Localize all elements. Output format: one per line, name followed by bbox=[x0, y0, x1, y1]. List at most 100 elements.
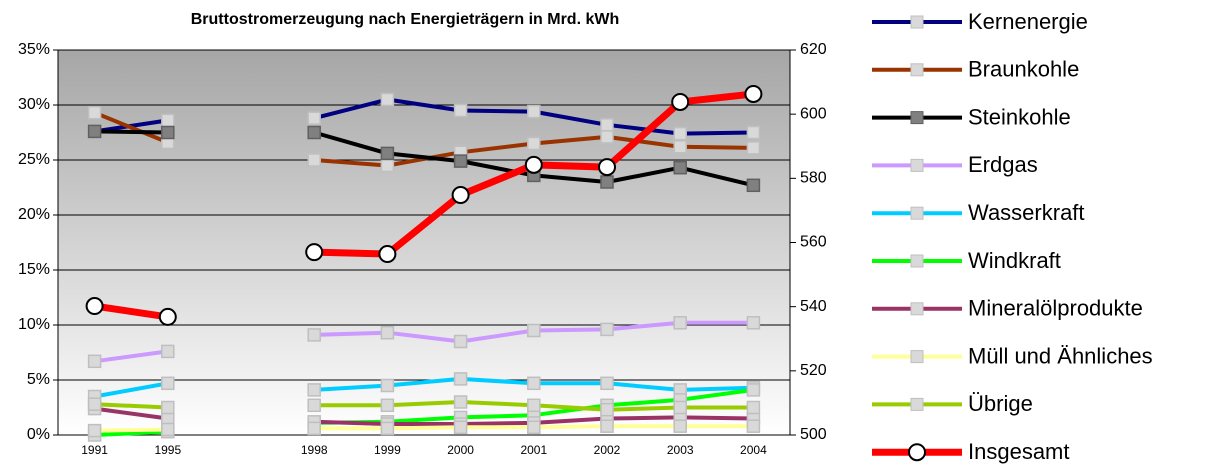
y-tick-label: 25% bbox=[18, 151, 50, 168]
data-point bbox=[307, 398, 321, 413]
data-point bbox=[87, 124, 102, 139]
legend-label: Erdgas bbox=[968, 152, 1038, 177]
data-point bbox=[746, 383, 761, 397]
data-point bbox=[600, 376, 614, 391]
y2-tick-label: 540 bbox=[800, 298, 827, 315]
y-tick-label: 15% bbox=[18, 261, 50, 278]
data-point bbox=[746, 141, 761, 155]
x-tick-label: 2001 bbox=[520, 443, 547, 457]
legend-label: Insgesamt bbox=[968, 439, 1070, 464]
data-point bbox=[453, 395, 468, 409]
data-point bbox=[161, 113, 175, 128]
legend-label: Wasserkraft bbox=[968, 200, 1085, 225]
data-point bbox=[600, 322, 614, 337]
chart-title: Bruttostromerzeugung nach Energieträgern… bbox=[191, 11, 619, 28]
data-point bbox=[307, 111, 321, 125]
data-point bbox=[453, 420, 468, 435]
data-point bbox=[527, 420, 541, 435]
data-point bbox=[307, 328, 321, 342]
data-point bbox=[746, 400, 761, 415]
data-point bbox=[380, 92, 395, 107]
legend-marker bbox=[908, 443, 926, 462]
legend-marker bbox=[910, 206, 924, 220]
legend-label: Übrige bbox=[968, 391, 1033, 416]
data-point bbox=[307, 383, 321, 397]
data-point bbox=[307, 153, 321, 167]
y-tick-label: 30% bbox=[18, 96, 50, 113]
x-tick-label: 1999 bbox=[374, 443, 401, 457]
data-point bbox=[161, 376, 175, 391]
legend-marker bbox=[910, 158, 924, 172]
data-point bbox=[746, 178, 761, 193]
data-point bbox=[600, 118, 614, 132]
data-point bbox=[378, 245, 397, 264]
x-tick-label: 2004 bbox=[740, 443, 767, 457]
y2-tick-label: 520 bbox=[800, 362, 827, 379]
legend-marker bbox=[910, 111, 924, 125]
data-point bbox=[673, 400, 687, 415]
legend-marker bbox=[910, 397, 924, 411]
legend-marker bbox=[910, 302, 924, 316]
data-point bbox=[744, 84, 763, 103]
legend-label: Kernenergie bbox=[968, 9, 1088, 34]
data-point bbox=[453, 103, 468, 118]
data-point bbox=[307, 421, 321, 436]
data-point bbox=[600, 130, 614, 144]
data-point bbox=[524, 155, 543, 174]
data-point bbox=[307, 125, 321, 140]
x-tick-label: 2003 bbox=[667, 443, 694, 457]
y2-tick-label: 500 bbox=[800, 426, 827, 443]
x-tick-label: 2002 bbox=[594, 443, 621, 457]
data-point bbox=[161, 422, 175, 437]
y2-tick-label: 560 bbox=[800, 234, 827, 251]
data-point bbox=[380, 378, 395, 393]
data-point bbox=[600, 402, 614, 417]
data-point bbox=[161, 400, 175, 415]
data-point bbox=[380, 421, 395, 436]
x-tick-label: 1998 bbox=[301, 443, 328, 457]
legend-marker bbox=[910, 15, 924, 29]
data-point bbox=[380, 158, 395, 173]
legend-marker bbox=[910, 350, 924, 364]
data-point bbox=[673, 140, 687, 154]
data-point bbox=[527, 398, 541, 413]
data-point bbox=[87, 423, 102, 438]
data-point bbox=[161, 344, 175, 359]
y-tick-label: 20% bbox=[18, 206, 50, 223]
x-tick-label: 1991 bbox=[81, 443, 108, 457]
y-tick-label: 5% bbox=[27, 371, 50, 388]
data-point bbox=[527, 136, 541, 151]
data-point bbox=[453, 154, 468, 168]
data-point bbox=[451, 186, 470, 205]
x-tick-label: 2000 bbox=[447, 443, 474, 457]
data-point bbox=[746, 419, 761, 433]
data-point bbox=[161, 125, 175, 140]
data-point bbox=[673, 126, 687, 141]
y2-tick-label: 620 bbox=[800, 41, 827, 58]
legend-label: Steinkohle bbox=[968, 104, 1071, 129]
data-point bbox=[305, 243, 324, 262]
data-point bbox=[380, 325, 395, 340]
data-point bbox=[673, 160, 687, 175]
data-point bbox=[673, 419, 687, 433]
data-point bbox=[527, 323, 541, 338]
legend-marker bbox=[910, 63, 924, 77]
legend-label: Mineralölprodukte bbox=[968, 296, 1143, 321]
data-point bbox=[598, 158, 616, 177]
legend-label: Windkraft bbox=[968, 248, 1061, 273]
data-point bbox=[380, 146, 395, 161]
data-point bbox=[671, 92, 690, 111]
data-point bbox=[600, 419, 614, 433]
data-point bbox=[527, 376, 541, 391]
data-point bbox=[87, 397, 102, 411]
legend-label: Braunkohle bbox=[968, 57, 1079, 82]
data-point bbox=[746, 316, 761, 330]
data-point bbox=[85, 297, 104, 316]
data-point bbox=[453, 334, 468, 349]
data-point bbox=[746, 125, 761, 140]
data-point bbox=[673, 316, 687, 330]
y-tick-label: 10% bbox=[18, 316, 50, 333]
data-point bbox=[158, 307, 177, 326]
data-point bbox=[453, 372, 468, 386]
